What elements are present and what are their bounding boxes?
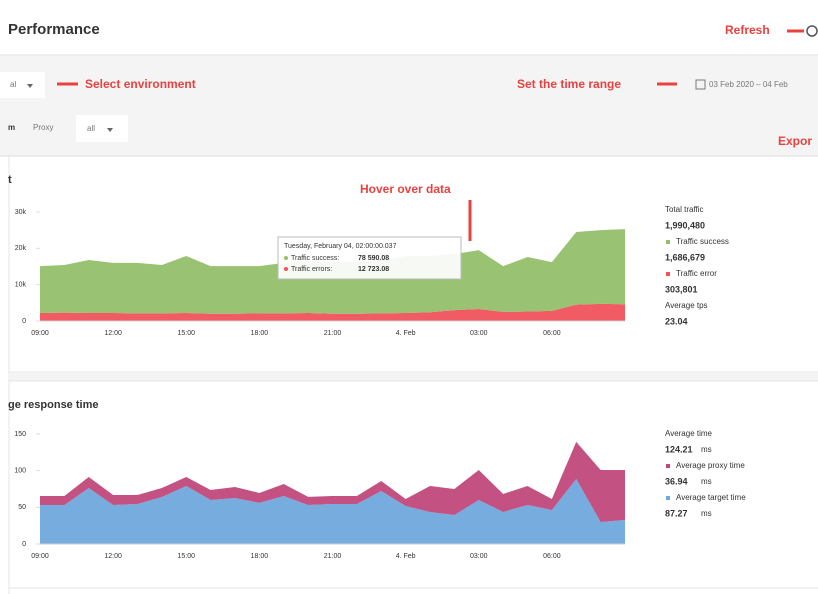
refresh-annotation: Refresh: [725, 23, 770, 37]
legend-label: Traffic success: [676, 237, 729, 246]
legend-value: 87.27: [665, 508, 688, 518]
legend-swatch: [666, 496, 670, 500]
x-tick-label: 15:00: [177, 330, 195, 337]
legend-label: Total traffic: [665, 205, 704, 214]
x-tick-label: 12:00: [104, 330, 122, 337]
legend-value: 124.21: [665, 444, 693, 454]
dropdown-caret: [27, 84, 33, 88]
x-tick-label: 09:00: [31, 553, 49, 560]
legend-unit: ms: [701, 509, 712, 518]
legend-swatch: [666, 240, 670, 244]
environment-value: al: [10, 80, 16, 89]
x-tick-label: 03:00: [470, 553, 488, 560]
tooltip-value: 12 723.08: [358, 266, 389, 273]
environment-dropdown[interactable]: [0, 72, 45, 98]
time-annotation: Set the time range: [517, 77, 621, 91]
dropdown-caret: [107, 128, 113, 132]
x-tick-label: 15:00: [177, 553, 195, 560]
legend-value: 36.94: [665, 476, 688, 486]
y-tick-label: 0: [22, 318, 26, 325]
legend-label: Average tps: [665, 301, 708, 310]
page-title: Performance: [8, 21, 100, 38]
y-tick-label: 10k: [15, 282, 27, 289]
tooltip-label: Traffic success:: [291, 255, 339, 262]
legend-value: 23.04: [665, 316, 688, 326]
legend-value: 1,990,480: [665, 220, 705, 230]
x-tick-label: 09:00: [31, 330, 49, 337]
legend-label: Average target time: [676, 493, 746, 502]
legend-swatch: [666, 464, 670, 468]
y-tick-label: 50: [18, 504, 26, 511]
x-tick-label: 18:00: [251, 553, 269, 560]
calendar-icon[interactable]: [695, 79, 706, 90]
x-tick-label: 4. Feb: [396, 553, 416, 560]
legend-swatch: [666, 272, 670, 276]
x-tick-label: 4. Feb: [396, 330, 416, 337]
x-tick-label: 21:00: [324, 330, 342, 337]
proxy-value: all: [87, 124, 95, 133]
tooltip-value: 78 590.08: [358, 255, 389, 262]
x-tick-label: 06:00: [543, 553, 561, 560]
chart-title: ge response time: [8, 399, 98, 411]
legend-value: 1,686,679: [665, 252, 705, 262]
date-range[interactable]: 03 Feb 2020 – 04 Feb: [709, 80, 788, 89]
area-series: [40, 303, 625, 321]
tooltip-bullet: [284, 267, 288, 271]
legend-value: 303,801: [665, 284, 698, 294]
y-tick-label: 30k: [15, 209, 27, 216]
area-series: [40, 478, 625, 544]
toolbar: [0, 56, 818, 156]
legend-unit: ms: [701, 477, 712, 486]
legend-label: Traffic error: [676, 269, 717, 278]
legend-label: Average proxy time: [676, 461, 745, 470]
x-tick-label: 03:00: [470, 330, 488, 337]
proxy-dropdown[interactable]: [76, 115, 128, 142]
y-tick-label: 150: [14, 431, 26, 438]
hover-annotation: Hover over data: [360, 182, 451, 196]
x-tick-label: 06:00: [543, 330, 561, 337]
proxy-prefix: m: [8, 123, 15, 132]
x-tick-label: 12:00: [104, 553, 122, 560]
y-tick-label: 0: [22, 541, 26, 548]
y-tick-label: 100: [14, 468, 26, 475]
export-annotation[interactable]: Expor: [778, 134, 812, 148]
tooltip-bullet: [284, 256, 288, 260]
x-tick-label: 18:00: [251, 330, 269, 337]
card-gap: [9, 373, 818, 381]
chart-title: t: [8, 174, 12, 186]
proxy-label: Proxy: [33, 123, 53, 132]
tooltip-label: Traffic errors:: [291, 266, 332, 273]
legend-unit: ms: [701, 445, 712, 454]
y-tick-label: 20k: [15, 245, 27, 252]
tooltip-title: Tuesday, February 04, 02:00:00.037: [284, 243, 397, 250]
refresh-button[interactable]: [806, 25, 818, 37]
environment-annotation: Select environment: [85, 77, 196, 91]
tooltip: [277, 236, 462, 280]
legend-label: Average time: [665, 429, 713, 438]
x-tick-label: 21:00: [324, 553, 342, 560]
